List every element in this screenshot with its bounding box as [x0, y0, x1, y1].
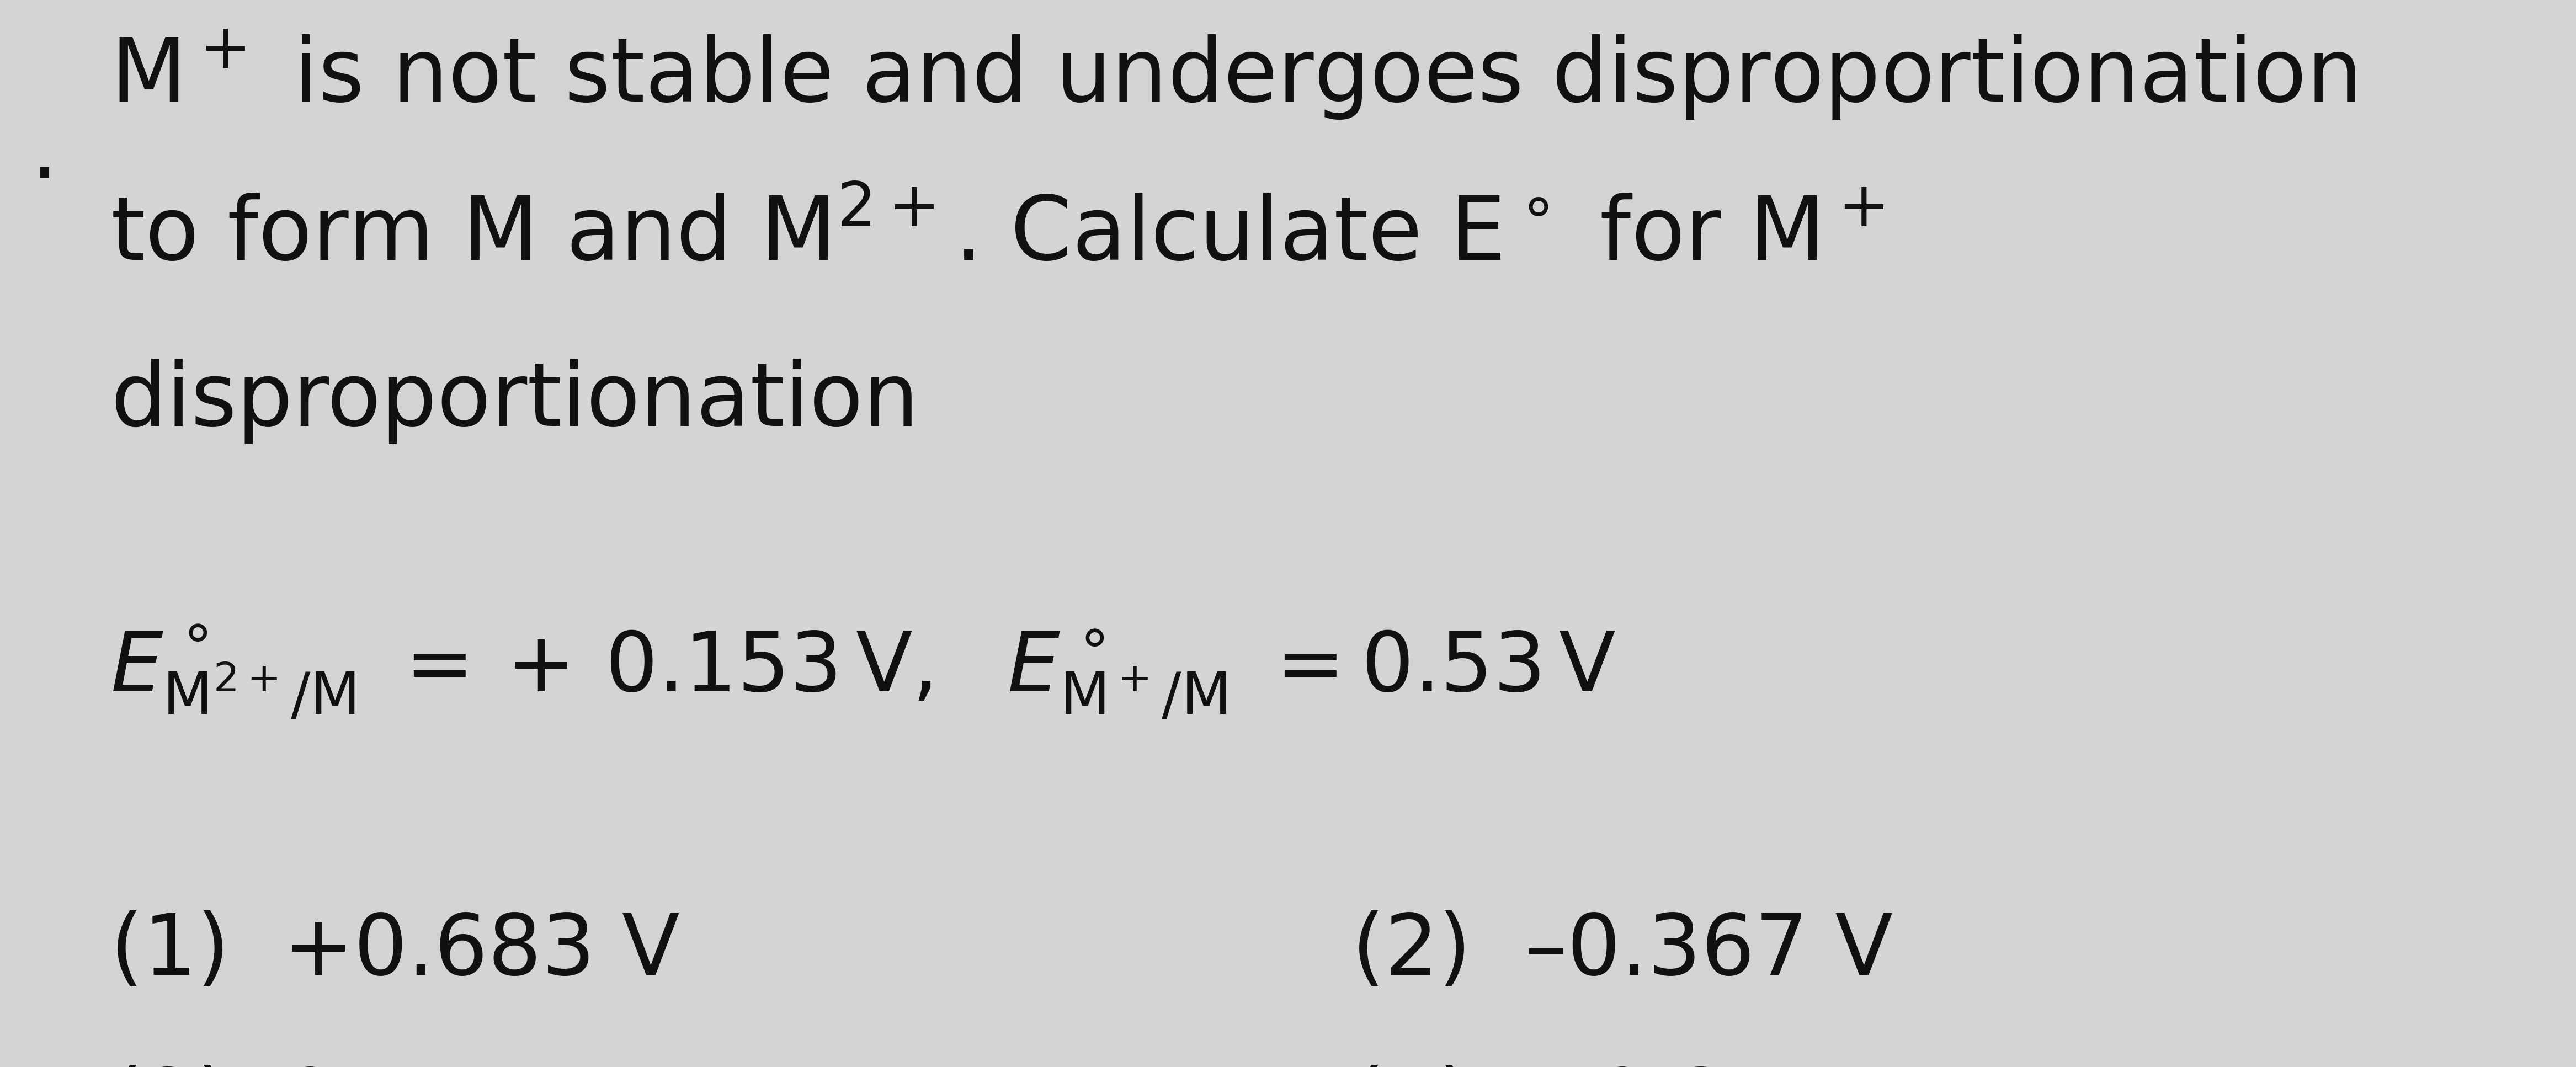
Text: $E^\circ_{\mathdefault{M}^{2+}/\mathdefault{M}}$ $=+\,0.153\,\mathdefault{V},$  : $E^\circ_{\mathdefault{M}^{2+}/\mathdefa… [111, 623, 1615, 721]
Text: (3)  0.754 V: (3) 0.754 V [111, 1065, 608, 1067]
Text: .: . [31, 110, 59, 196]
Text: $\mathdefault{M}^+$ is not stable and undergoes disproportionation: $\mathdefault{M}^+$ is not stable and un… [111, 28, 2354, 122]
Text: to form M and $\mathdefault{M}^{2+}$. Calculate $\mathdefault{E}^\circ$ for $\ma: to form M and $\mathdefault{M}^{2+}$. Ca… [111, 193, 1883, 278]
Text: (2)  –0.367 V: (2) –0.367 V [1352, 910, 1893, 992]
Text: (4)  +0.3415 V: (4) +0.3415 V [1352, 1065, 1976, 1067]
Text: disproportionation: disproportionation [111, 359, 920, 444]
Text: (1)  +0.683 V: (1) +0.683 V [111, 910, 680, 992]
